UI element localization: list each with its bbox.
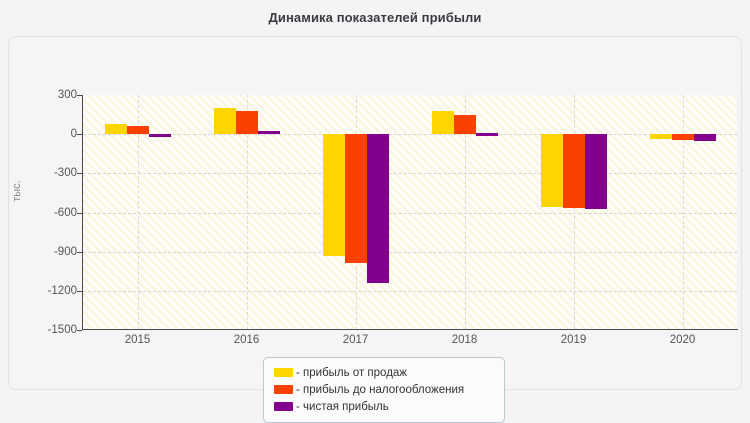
grid-line	[83, 290, 737, 292]
plot-area	[83, 95, 737, 330]
bar-2015-series-1[interactable]	[126, 125, 149, 135]
bar-2016-series-2[interactable]	[257, 130, 280, 135]
y-tick-label: 300	[57, 89, 77, 101]
y-tick-mark	[77, 134, 82, 136]
grid-line-vertical	[573, 95, 575, 330]
legend-label: - чистая прибыль	[296, 400, 389, 413]
legend-label: - прибыль от продаж	[296, 366, 407, 379]
bar-2019-series-0[interactable]	[540, 134, 563, 207]
legend-item[interactable]: - прибыль от продаж	[274, 365, 494, 380]
bar-2019-series-1[interactable]	[562, 134, 585, 208]
x-tick-label: 2015	[124, 334, 151, 346]
bar-2017-series-2[interactable]	[366, 134, 389, 283]
grid-line-vertical	[137, 95, 139, 330]
y-tick-label: -900	[53, 245, 77, 258]
grid-line	[83, 173, 737, 175]
x-tick-label: 2019	[560, 334, 587, 346]
chart-legend: - прибыль от продаж - прибыль до налогооб…	[263, 357, 505, 423]
y-axis-title: тыс.	[11, 180, 23, 202]
legend-item[interactable]: - чистая прибыль	[274, 399, 494, 414]
y-tick-label: -300	[53, 167, 77, 180]
chart-title: Динамика показателей прибыли	[268, 10, 482, 25]
chart-app: Динамика показателей прибыли тыс. 300 0 -3…	[8, 10, 742, 423]
grid-line-vertical	[464, 95, 466, 330]
x-tick-label: 2017	[342, 334, 369, 346]
grid-line-vertical	[246, 95, 248, 330]
chart-panel: тыс. 300 0 -300 -600 -900 -1200 -1500 2015 2016…	[8, 36, 742, 423]
legend-swatch-icon	[274, 402, 293, 411]
y-tick-mark	[77, 251, 82, 253]
bar-2016-series-1[interactable]	[235, 111, 258, 135]
legend-item[interactable]: - прибыль до налогообложения	[274, 382, 494, 397]
grid-line	[83, 251, 737, 253]
bar-2015-series-0[interactable]	[104, 123, 127, 135]
y-tick-mark	[77, 95, 82, 96]
grid-line	[83, 212, 737, 214]
x-axis-line	[82, 329, 738, 330]
bar-2020-series-1[interactable]	[671, 134, 694, 140]
bar-2016-series-0[interactable]	[213, 108, 236, 135]
legend-swatch-icon	[274, 385, 293, 394]
bar-2019-series-2[interactable]	[584, 134, 607, 209]
y-axis-line	[82, 95, 83, 330]
x-tick-label: 2018	[451, 334, 478, 346]
grid-line	[83, 134, 737, 136]
bar-2015-series-2[interactable]	[148, 134, 171, 138]
grid-line-vertical	[682, 95, 684, 330]
y-tick-label: -600	[53, 206, 77, 219]
y-tick-mark	[77, 290, 82, 292]
x-tick-label: 2020	[669, 334, 696, 346]
y-tick-mark	[77, 212, 82, 214]
y-tick-mark	[77, 330, 82, 331]
bar-2018-series-0[interactable]	[431, 111, 454, 135]
y-tick-label: -1200	[47, 284, 77, 297]
bar-2020-series-2[interactable]	[693, 134, 716, 141]
bar-2018-series-2[interactable]	[475, 132, 498, 136]
y-tick-label: -1500	[47, 324, 77, 336]
y-tick-mark	[77, 173, 82, 175]
y-tick-label: 0	[70, 128, 77, 141]
bar-2018-series-1[interactable]	[453, 115, 476, 135]
bar-2020-series-0[interactable]	[649, 134, 672, 140]
x-tick-label: 2016	[233, 334, 260, 346]
legend-label: - прибыль до налогообложения	[296, 383, 465, 396]
bar-2017-series-1[interactable]	[344, 134, 367, 264]
bar-2017-series-0[interactable]	[322, 134, 345, 256]
legend-swatch-icon	[274, 368, 293, 377]
